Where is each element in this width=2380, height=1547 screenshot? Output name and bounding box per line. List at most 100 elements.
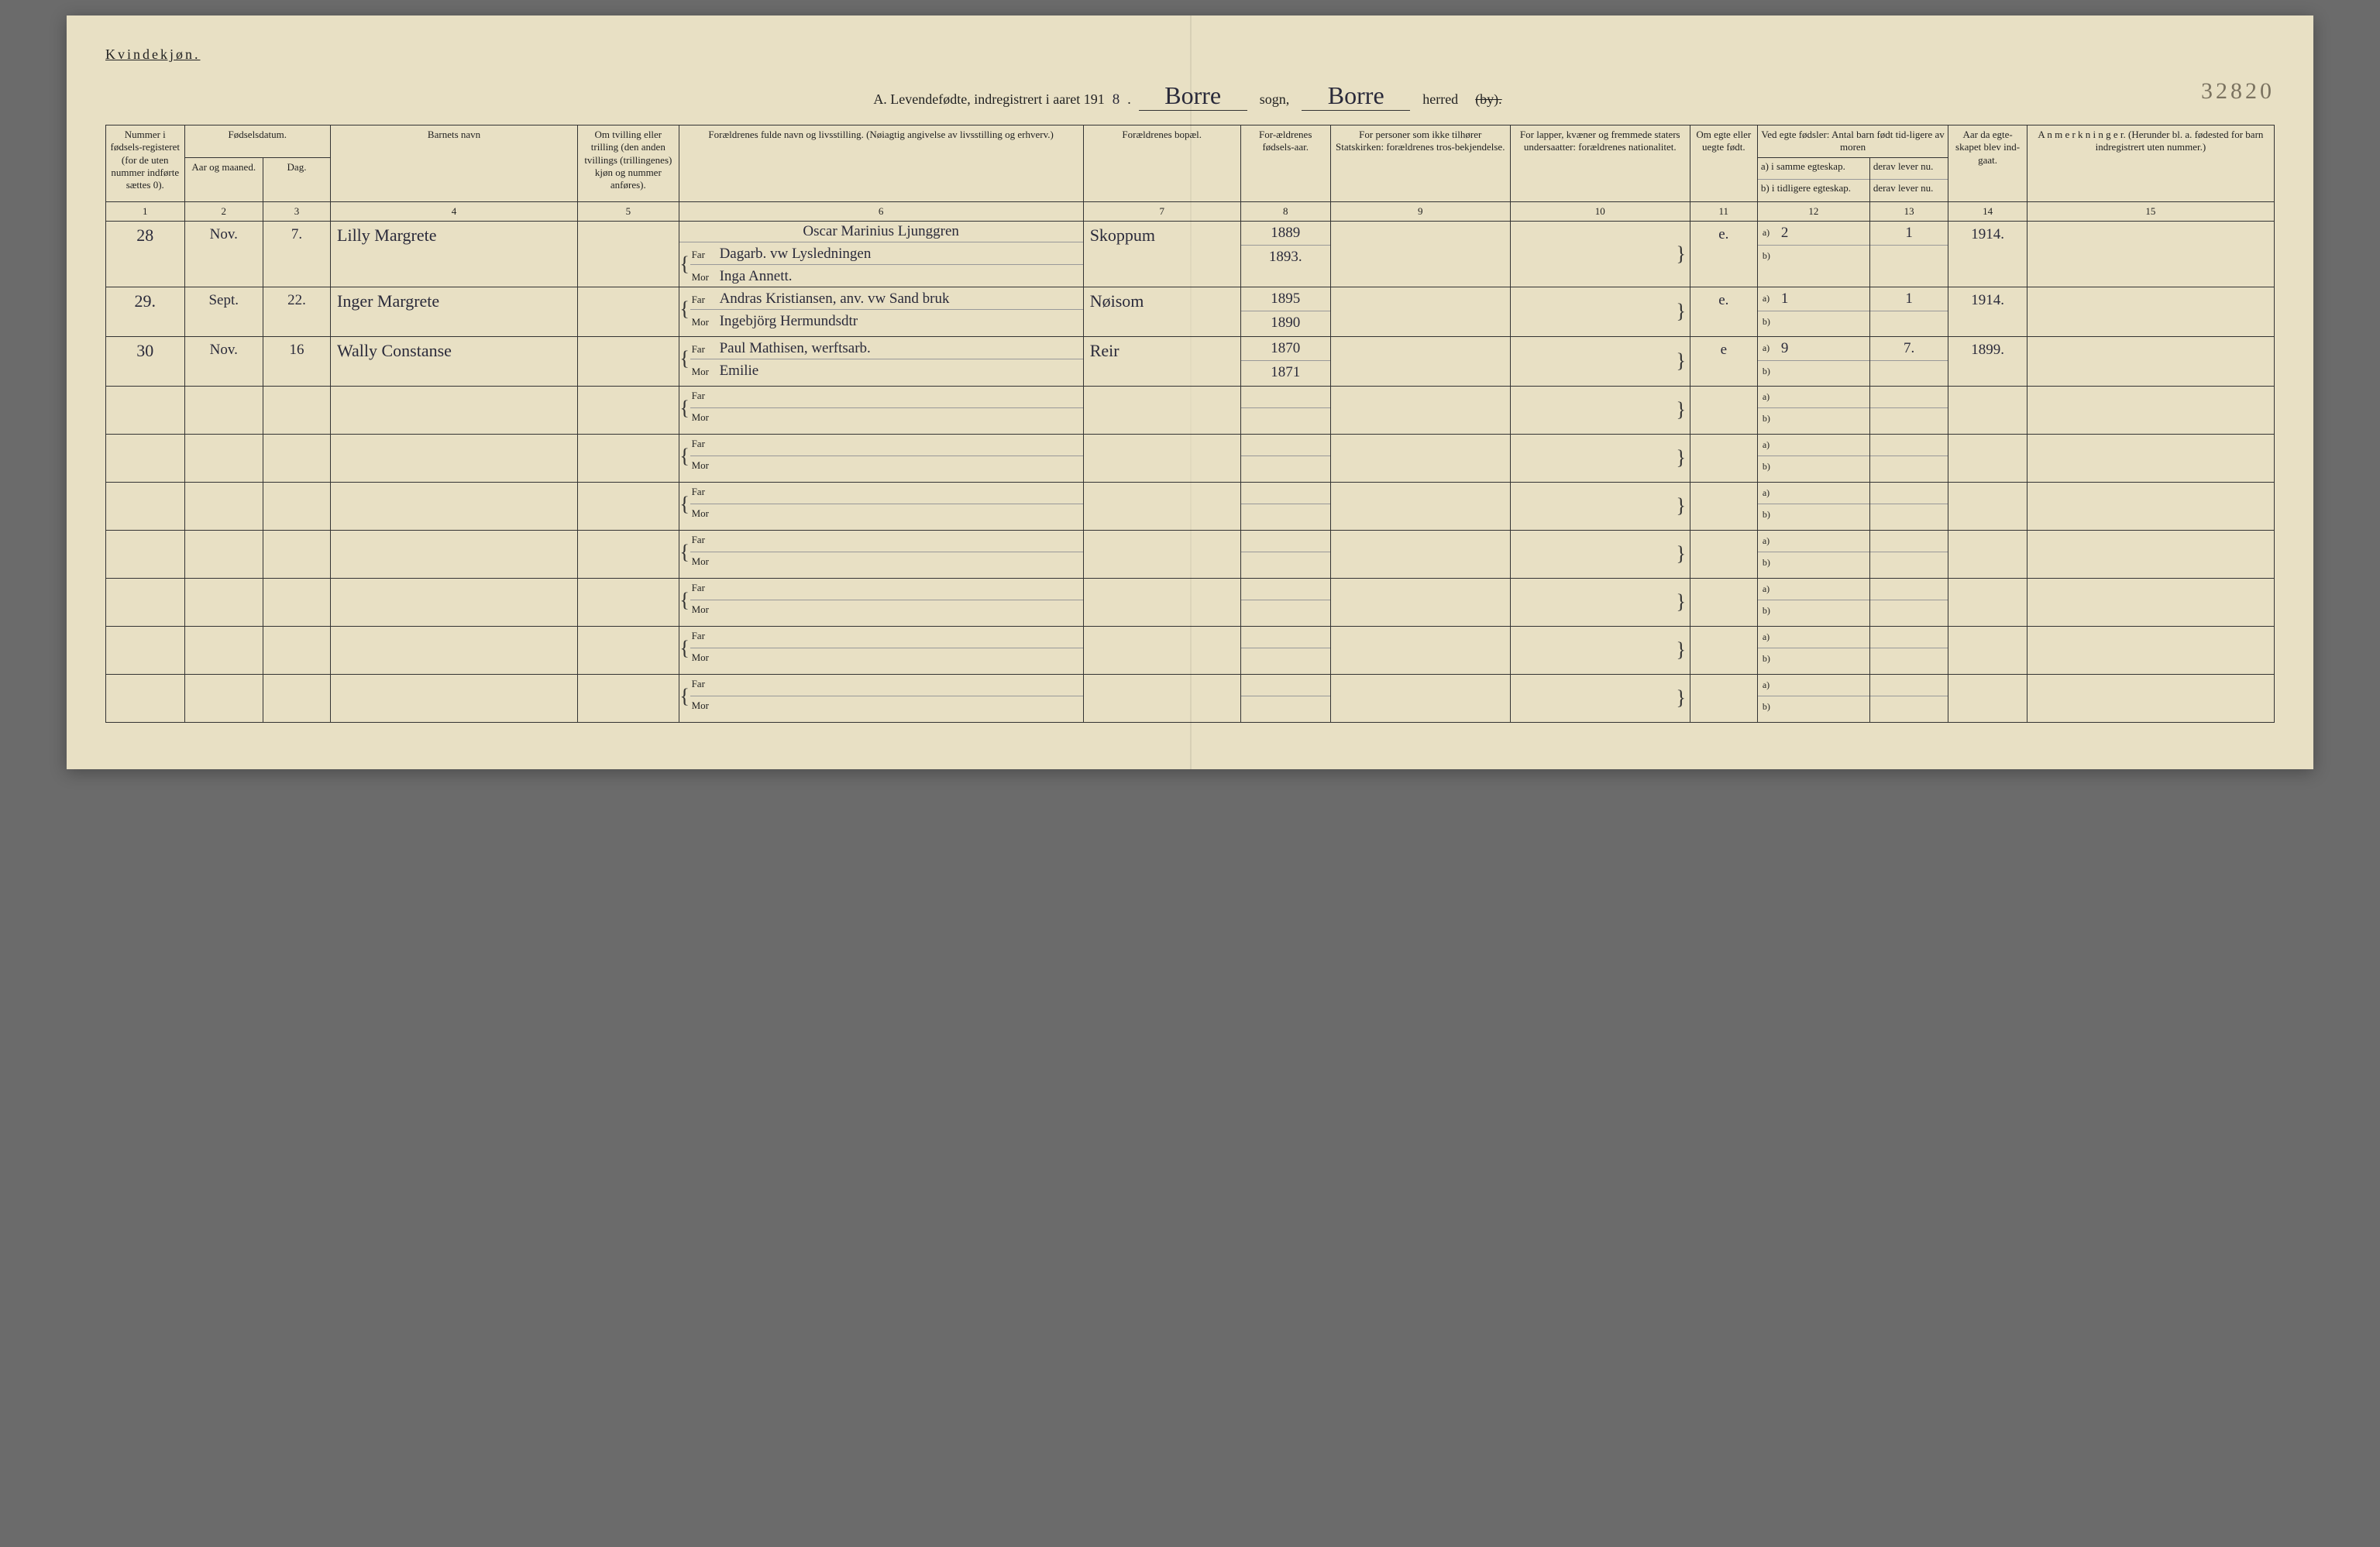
a-value: 1 — [1781, 290, 1789, 308]
marriage-year: 1914. — [1971, 292, 2004, 308]
birth-month: Sept. — [208, 292, 239, 308]
entry-number: 28 — [136, 225, 153, 245]
brace-right-icon: } — [1676, 300, 1687, 323]
title-row: A. Levendefødte, indregistrert i aaret 1… — [105, 81, 2275, 111]
parent-years: 1870 1871 — [1240, 336, 1330, 386]
far-label: Far — [692, 390, 714, 402]
page-number-handwritten: 32820 — [2201, 78, 2275, 105]
brace-right-icon: } — [1676, 398, 1687, 421]
birth-day: 7. — [291, 226, 302, 242]
hdr-childname: Barnets navn — [331, 125, 578, 202]
hdr-nationality: For lapper, kvæner og fremmede staters u… — [1510, 125, 1690, 202]
mother-year: 1871 — [1271, 364, 1300, 381]
table-row: { Far Mor } a) b) — [106, 434, 2275, 482]
hdr-c12: a) i samme egteskap. b) i tidligere egte… — [1757, 157, 1869, 201]
table-row: { Far Mor } a) b) — [106, 674, 2275, 722]
hdr-twin: Om tvilling eller trilling (den anden tv… — [578, 125, 679, 202]
hdr-c12a: a) i samme egteskap. — [1758, 158, 1869, 180]
entry-number: 29. — [135, 291, 156, 311]
confession-cell — [1330, 221, 1510, 287]
nationality-cell: } — [1510, 221, 1690, 287]
prev-children-living: 1 — [1869, 287, 1948, 336]
mother-year: 1893. — [1269, 249, 1302, 266]
father-name: Dagarb. vw Lysledningen — [720, 246, 872, 263]
brace-left-icon: { — [679, 483, 690, 526]
parents-cell: { FarPaul Mathisen, werftsarb. MorEmilie — [679, 336, 1083, 386]
hdr-c12b: b) i tidligere egteskap. — [1758, 180, 1869, 201]
hdr-remarks: A n m e r k n i n g e r. (Herunder bl. a… — [2027, 125, 2274, 202]
mother-name: Inga Annett. — [720, 268, 793, 285]
legitimate: e — [1721, 342, 1727, 358]
far-label: Far — [692, 294, 714, 306]
mor-label: Mor — [692, 555, 714, 568]
mor-label: Mor — [692, 366, 714, 378]
brace-right-icon: } — [1676, 349, 1687, 373]
colnum: 1 — [106, 201, 185, 221]
prev-children-count: a)9 b) — [1757, 336, 1869, 386]
table-header: Nummer i fødsels-registeret (for de uten… — [106, 125, 2275, 222]
colnum: 12 — [1757, 201, 1869, 221]
colnum: 5 — [578, 201, 679, 221]
father-year: 1895 — [1271, 290, 1300, 308]
legitimate: e. — [1718, 292, 1728, 308]
prev-children-living: 7. — [1869, 336, 1948, 386]
mother-year: 1890 — [1271, 315, 1300, 332]
father-name: Paul Mathisen, werftsarb. — [720, 340, 871, 357]
brace-left-icon: { — [679, 337, 690, 381]
hdr-c13b: derav lever nu. — [1870, 180, 1948, 201]
colnum: 6 — [679, 201, 1083, 221]
hdr-c13: derav lever nu. derav lever nu. — [1869, 157, 1948, 201]
brace-right-icon: } — [1676, 446, 1687, 469]
father-year: 1889 — [1271, 225, 1300, 242]
entry-number: 30 — [136, 341, 153, 360]
far-label: Far — [692, 534, 714, 546]
parent-years: 1895 1890 — [1240, 287, 1330, 336]
far-label: Far — [692, 486, 714, 498]
parents-cell: { Far Mor — [679, 674, 1083, 722]
twin-cell — [578, 336, 679, 386]
birth-month: Nov. — [210, 226, 238, 242]
parents-cell: Oscar Marinius Ljunggren { FarDagarb. vw… — [679, 221, 1083, 287]
twin-cell — [578, 287, 679, 336]
nationality-cell: } — [1510, 287, 1690, 336]
hdr-birthdate: Fødselsdatum. — [184, 125, 331, 158]
mother-name: Ingebjörg Hermundsdtr — [720, 313, 858, 330]
colnum: 7 — [1083, 201, 1240, 221]
colnum: 11 — [1690, 201, 1757, 221]
mor-label: Mor — [692, 651, 714, 664]
remarks-cell — [2027, 287, 2274, 336]
register-page: Kvindekjøn. A. Levendefødte, indregistre… — [67, 15, 2313, 769]
a-living: 1 — [1905, 290, 1913, 308]
brace-left-icon: { — [679, 531, 690, 574]
birth-day: 16 — [290, 342, 304, 358]
colnum: 8 — [1240, 201, 1330, 221]
confession-cell — [1330, 336, 1510, 386]
nationality-cell: } — [1510, 336, 1690, 386]
parents-cell: { Far Mor — [679, 434, 1083, 482]
brace-left-icon: { — [679, 627, 690, 670]
colnum: 13 — [1869, 201, 1948, 221]
parents-cell: { Far Mor — [679, 386, 1083, 434]
brace-right-icon: } — [1676, 590, 1687, 614]
brace-left-icon: { — [679, 242, 690, 287]
brace-right-icon: } — [1676, 638, 1687, 662]
mother-name: Emilie — [720, 363, 759, 380]
parents-cell: { Far Mor — [679, 482, 1083, 530]
brace-right-icon: } — [1676, 494, 1687, 517]
brace-right-icon: } — [1676, 242, 1687, 266]
mor-label: Mor — [692, 316, 714, 328]
hdr-day: Dag. — [263, 157, 331, 201]
table-row: 28 Nov. 7. Lilly Margrete Oscar Marinius… — [106, 221, 2275, 287]
table-row: { Far Mor } a) b) — [106, 482, 2275, 530]
a-value: 9 — [1781, 340, 1789, 357]
table-row: 29. Sept. 22. Inger Margrete { FarAndras… — [106, 287, 2275, 336]
hdr-num: Nummer i fødsels-registeret (for de uten… — [106, 125, 185, 202]
colnum: 14 — [1948, 201, 2027, 221]
gender-heading: Kvindekjøn. — [105, 46, 2275, 63]
mor-label: Mor — [692, 700, 714, 712]
brace-left-icon: { — [679, 287, 690, 332]
table-row: { Far Mor } a) b) — [106, 386, 2275, 434]
mor-label: Mor — [692, 507, 714, 520]
by-strike: (by). — [1470, 91, 1507, 108]
marriage-year: 1899. — [1971, 342, 2004, 358]
